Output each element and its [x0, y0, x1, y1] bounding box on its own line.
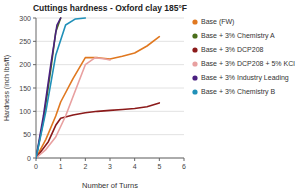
legend-marker — [192, 61, 197, 66]
grid-line — [36, 158, 184, 159]
legend-marker — [192, 75, 197, 80]
x-tick-label: 0 — [34, 163, 38, 170]
grid-line — [36, 134, 184, 135]
legend: Base (FW) Base + 3% Chemistry A Base + 3% … — [192, 18, 295, 96]
grid-line — [36, 88, 184, 89]
legend-label: Base + 3% Industry Leading — [201, 74, 289, 82]
grid-line — [36, 64, 184, 65]
y-tick-label: 200 — [19, 61, 31, 68]
y-axis-label: Hardness (inch lbs/ft) — [3, 55, 11, 121]
x-axis — [36, 158, 184, 159]
legend-label: Base (FW) — [201, 18, 234, 26]
series-line — [36, 37, 159, 158]
y-tick-label: 50 — [23, 131, 31, 138]
chart: Cuttings hardness - Oxford clay 185°F050… — [0, 0, 300, 193]
legend-label: Base + 3% DCP208 + 5% KCl — [201, 60, 295, 67]
y-axis — [36, 18, 37, 158]
legend-label: Base + 3% DCP208 — [201, 46, 264, 53]
legend-marker — [192, 33, 197, 38]
x-tick-label: 2 — [83, 163, 87, 170]
x-tick-label: 4 — [133, 163, 137, 170]
y-tick-label: 100 — [19, 108, 31, 115]
grid-line — [36, 41, 184, 42]
y-tick-label: 250 — [19, 38, 31, 45]
y-tick-label: 150 — [19, 85, 31, 92]
x-tick-label: 1 — [59, 163, 63, 170]
series-line — [36, 18, 85, 158]
legend-label: Base + 3% Chemistry A — [201, 32, 275, 40]
x-tick-label: 5 — [157, 163, 161, 170]
title: Cuttings hardness - Oxford clay 185°F — [33, 3, 187, 13]
legend-marker — [192, 89, 197, 94]
y-tick-label: 0 — [27, 155, 31, 162]
series-line — [36, 103, 159, 158]
grid-line — [36, 18, 184, 19]
y-grid — [36, 18, 184, 158]
series-lines — [36, 18, 159, 158]
x-tick-label: 3 — [108, 163, 112, 170]
x-tick-label: 6 — [182, 163, 186, 170]
x-axis-label: Number of Turns — [82, 181, 138, 190]
y-tick-label: 300 — [19, 15, 31, 22]
legend-label: Base + 3% Chemistry B — [201, 88, 275, 96]
legend-marker — [192, 47, 197, 52]
legend-marker — [192, 19, 197, 24]
